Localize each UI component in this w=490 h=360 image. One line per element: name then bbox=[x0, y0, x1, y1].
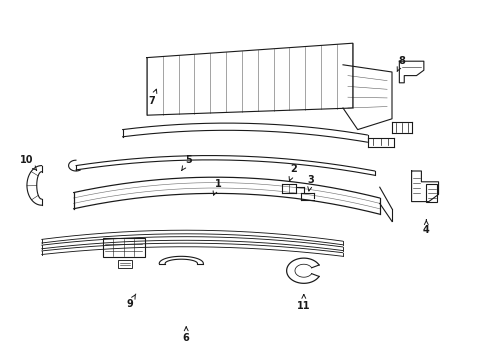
Text: 9: 9 bbox=[126, 294, 136, 309]
Text: 1: 1 bbox=[213, 179, 221, 195]
Text: 5: 5 bbox=[182, 155, 192, 170]
FancyBboxPatch shape bbox=[426, 184, 437, 202]
Text: 2: 2 bbox=[289, 164, 297, 181]
Text: 8: 8 bbox=[397, 56, 405, 72]
Text: 3: 3 bbox=[308, 175, 315, 191]
Text: 10: 10 bbox=[20, 155, 37, 170]
Text: 7: 7 bbox=[148, 89, 157, 106]
Text: 6: 6 bbox=[183, 327, 190, 343]
Text: 4: 4 bbox=[423, 220, 430, 235]
Bar bbox=[103, 238, 145, 257]
Bar bbox=[118, 260, 132, 268]
Text: 11: 11 bbox=[297, 294, 311, 311]
